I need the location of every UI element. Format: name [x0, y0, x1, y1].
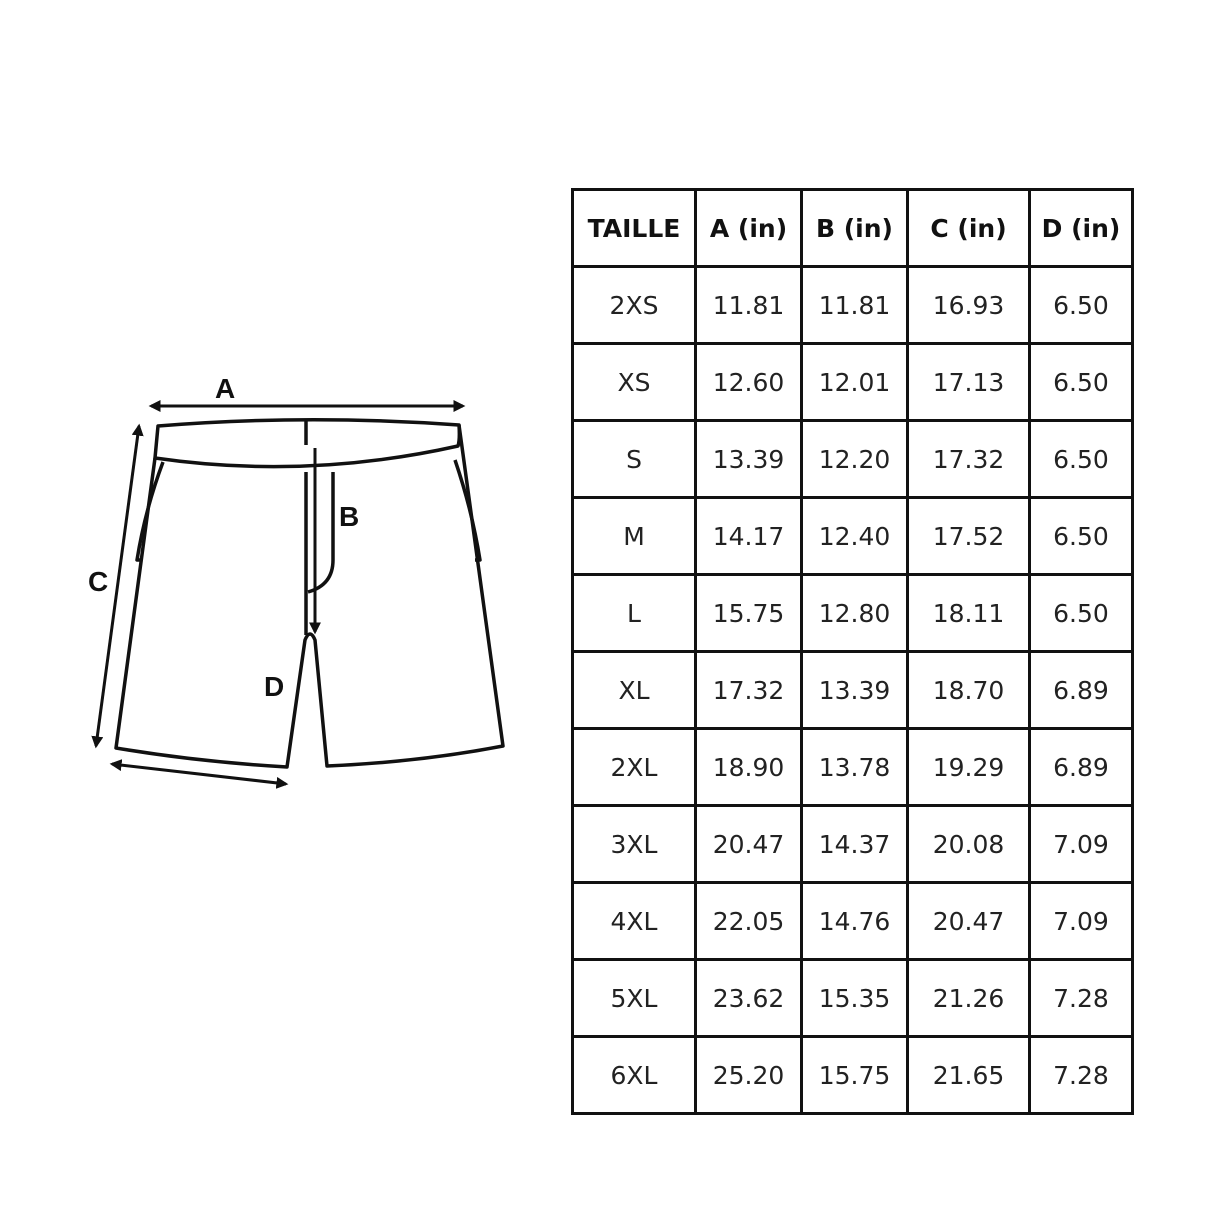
- label-b: B: [339, 501, 359, 532]
- label-c: C: [88, 566, 108, 597]
- header-row: TAILLE A (in) B (in) C (in) D (in): [571, 188, 1134, 268]
- measurement-cell: 17.32: [694, 650, 803, 730]
- measurement-cell: 22.05: [694, 881, 803, 961]
- measurement-cell: 15.75: [694, 573, 803, 653]
- label-d: D: [264, 671, 284, 702]
- measurement-cell: 20.47: [906, 881, 1031, 961]
- measurement-cell: 16.93: [906, 265, 1031, 345]
- measurement-cell: 13.39: [694, 419, 803, 499]
- arrow-d: [109, 759, 289, 789]
- measurement-cell: 7.28: [1028, 1035, 1134, 1115]
- measurement-cell: 14.17: [694, 496, 803, 576]
- size-cell: 2XS: [571, 265, 697, 345]
- table-row: L 15.75 12.80 18.11 6.50: [571, 573, 1134, 653]
- size-cell: 4XL: [571, 881, 697, 961]
- size-cell: 2XL: [571, 727, 697, 807]
- table-row: 5XL 23.62 15.35 21.26 7.28: [571, 958, 1134, 1038]
- size-cell: L: [571, 573, 697, 653]
- measurement-cell: 14.76: [800, 881, 909, 961]
- arrow-c: [91, 423, 144, 749]
- measurement-cell: 17.52: [906, 496, 1031, 576]
- column-header: D (in): [1028, 188, 1134, 268]
- table-row: 2XS 11.81 11.81 16.93 6.50: [571, 265, 1134, 345]
- table-row: 4XL 22.05 14.76 20.47 7.09: [571, 881, 1134, 961]
- measurement-cell: 6.89: [1028, 727, 1134, 807]
- table-row: XS 12.60 12.01 17.13 6.50: [571, 342, 1134, 422]
- measurement-cell: 20.08: [906, 804, 1031, 884]
- measurement-cell: 6.89: [1028, 650, 1134, 730]
- measurement-cell: 17.13: [906, 342, 1031, 422]
- measurement-cell: 12.40: [800, 496, 909, 576]
- table-row: XL 17.32 13.39 18.70 6.89: [571, 650, 1134, 730]
- measurement-cell: 20.47: [694, 804, 803, 884]
- size-cell: M: [571, 496, 697, 576]
- size-cell: XL: [571, 650, 697, 730]
- measurement-cell: 18.11: [906, 573, 1031, 653]
- measurement-cell: 12.80: [800, 573, 909, 653]
- column-header: C (in): [906, 188, 1031, 268]
- shorts-diagram: A B C D: [88, 373, 505, 789]
- table-row: 6XL 25.20 15.75 21.65 7.28: [571, 1035, 1134, 1115]
- measurement-cell: 14.37: [800, 804, 909, 884]
- measurement-cell: 21.26: [906, 958, 1031, 1038]
- table-row: 2XL 18.90 13.78 19.29 6.89: [571, 727, 1134, 807]
- size-chart-table: TAILLE A (in) B (in) C (in) D (in) 2XS 11.81 1…: [571, 188, 1134, 1115]
- measurement-cell: 23.62: [694, 958, 803, 1038]
- measurement-cell: 6.50: [1028, 573, 1134, 653]
- measurement-cell: 18.90: [694, 727, 803, 807]
- size-cell: 3XL: [571, 804, 697, 884]
- size-cell: XS: [571, 342, 697, 422]
- label-a: A: [215, 373, 235, 404]
- measurement-cell: 7.28: [1028, 958, 1134, 1038]
- measurement-cell: 6.50: [1028, 265, 1134, 345]
- measurement-cell: 18.70: [906, 650, 1031, 730]
- measurement-cell: 7.09: [1028, 804, 1134, 884]
- table-row: S 13.39 12.20 17.32 6.50: [571, 419, 1134, 499]
- measurement-cell: 6.50: [1028, 342, 1134, 422]
- column-header: A (in): [694, 188, 803, 268]
- measurement-cell: 13.39: [800, 650, 909, 730]
- size-cell: 5XL: [571, 958, 697, 1038]
- measurement-cell: 21.65: [906, 1035, 1031, 1115]
- table-row: 3XL 20.47 14.37 20.08 7.09: [571, 804, 1134, 884]
- measurement-cell: 25.20: [694, 1035, 803, 1115]
- measurement-cell: 12.60: [694, 342, 803, 422]
- measurement-cell: 7.09: [1028, 881, 1134, 961]
- measurement-cell: 6.50: [1028, 419, 1134, 499]
- measurement-cell: 11.81: [800, 265, 909, 345]
- shorts-outline: [114, 418, 505, 769]
- measurement-cell: 13.78: [800, 727, 909, 807]
- measurement-cell: 6.50: [1028, 496, 1134, 576]
- size-cell: 6XL: [571, 1035, 697, 1115]
- measurement-cell: 12.20: [800, 419, 909, 499]
- measurement-cell: 12.01: [800, 342, 909, 422]
- table-row: M 14.17 12.40 17.52 6.50: [571, 496, 1134, 576]
- measurement-cell: 15.35: [800, 958, 909, 1038]
- measurement-cell: 19.29: [906, 727, 1031, 807]
- measurement-cell: 15.75: [800, 1035, 909, 1115]
- measurement-cell: 11.81: [694, 265, 803, 345]
- column-header: B (in): [800, 188, 909, 268]
- size-cell: S: [571, 419, 697, 499]
- measure-arrows: [91, 400, 466, 789]
- column-header: TAILLE: [571, 188, 697, 268]
- measurement-cell: 17.32: [906, 419, 1031, 499]
